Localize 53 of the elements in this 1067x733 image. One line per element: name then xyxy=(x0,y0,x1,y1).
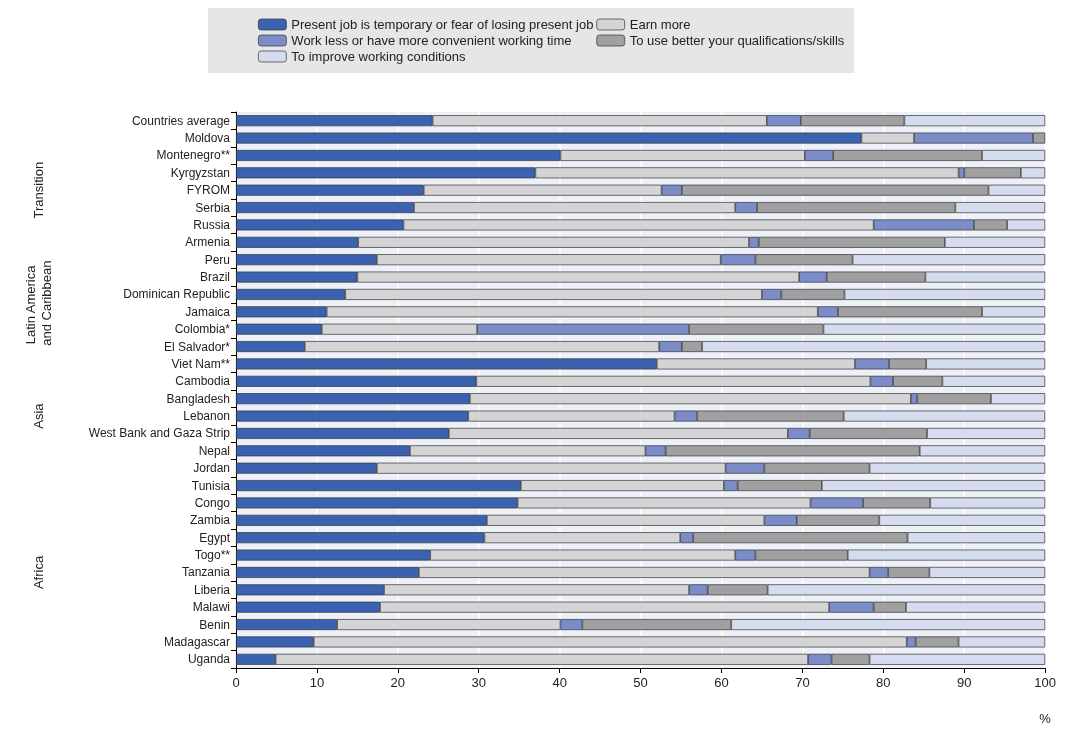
x-tick-label: 70 xyxy=(795,675,810,690)
y-tick-label: Serbia xyxy=(195,200,231,215)
x-tick-label: 60 xyxy=(714,675,729,690)
y-tick-label: Tanzania xyxy=(181,565,231,580)
y-tick-label: Dominican Republic xyxy=(123,287,230,302)
y-tick-label: Nepal xyxy=(198,443,230,458)
y-tick-label: Countries average xyxy=(131,113,231,128)
y-tick-label: Viet Nam** xyxy=(171,356,231,371)
x-tick-label: 0 xyxy=(232,675,240,690)
text: Latin America and Caribbean xyxy=(22,260,54,346)
y-tick-label: Uganda xyxy=(187,652,231,667)
y-tick-label: El Salvador* xyxy=(163,339,231,354)
y-tick-label: FYROM xyxy=(186,183,230,198)
x-tick-label: 40 xyxy=(552,675,567,690)
y-tick-label: Kyrgyzstan xyxy=(170,165,230,180)
x-tick-label: 50 xyxy=(633,675,648,690)
y-tick-label: Malawi xyxy=(192,600,230,615)
x-tick-label: 10 xyxy=(309,675,325,690)
y-tick-label: Zambia xyxy=(189,513,231,528)
y-tick-label: Bangladesh xyxy=(166,391,230,406)
text: Transition xyxy=(30,161,46,219)
y-tick-label: Brazil xyxy=(199,270,230,285)
y-tick-label: Jordan xyxy=(193,461,230,476)
y-tick-label: Tunisia xyxy=(191,478,231,493)
x-tick-label: 80 xyxy=(876,675,891,690)
y-tick-label: Benin xyxy=(199,617,230,632)
y-tick-label: Russia xyxy=(193,217,231,232)
y-tick-label: Liberia xyxy=(193,582,231,597)
x-tick-label: 100 xyxy=(1034,675,1057,690)
y-tick-label: Colombia* xyxy=(174,322,231,337)
legend-label: To improve working conditions xyxy=(291,49,466,64)
y-tick-label: Cambodia xyxy=(175,374,231,389)
x-tick-label: 30 xyxy=(471,675,486,690)
y-tick-label: Montenegro** xyxy=(156,148,231,163)
y-tick-label: Jamaica xyxy=(185,304,231,319)
y-tick-label: Togo** xyxy=(194,548,231,563)
x-tick-label: 90 xyxy=(957,675,972,690)
y-tick-label: Moldova xyxy=(184,131,231,146)
y-tick-label: Lebanon xyxy=(183,409,230,424)
legend-label: Earn more xyxy=(629,17,691,32)
legend-label: Work less or have more convenient working time xyxy=(291,33,572,48)
y-tick-label: Peru xyxy=(204,252,230,267)
x-axis-title: % xyxy=(1039,711,1052,726)
y-tick-label: Armenia xyxy=(185,235,231,250)
text: Asia xyxy=(30,402,46,429)
y-tick-label: Madagascar xyxy=(163,634,230,649)
text: Africa xyxy=(30,555,46,590)
y-tick-label: Congo xyxy=(194,495,231,510)
y-tick-label: West Bank and Gaza Strip xyxy=(88,426,231,441)
legend-label: To use better your qualifications/skills xyxy=(629,33,845,48)
y-tick-label: Egypt xyxy=(199,530,231,545)
legend-label: Present job is temporary or fear of losing present job xyxy=(291,17,594,32)
x-tick-label: 20 xyxy=(390,675,406,690)
